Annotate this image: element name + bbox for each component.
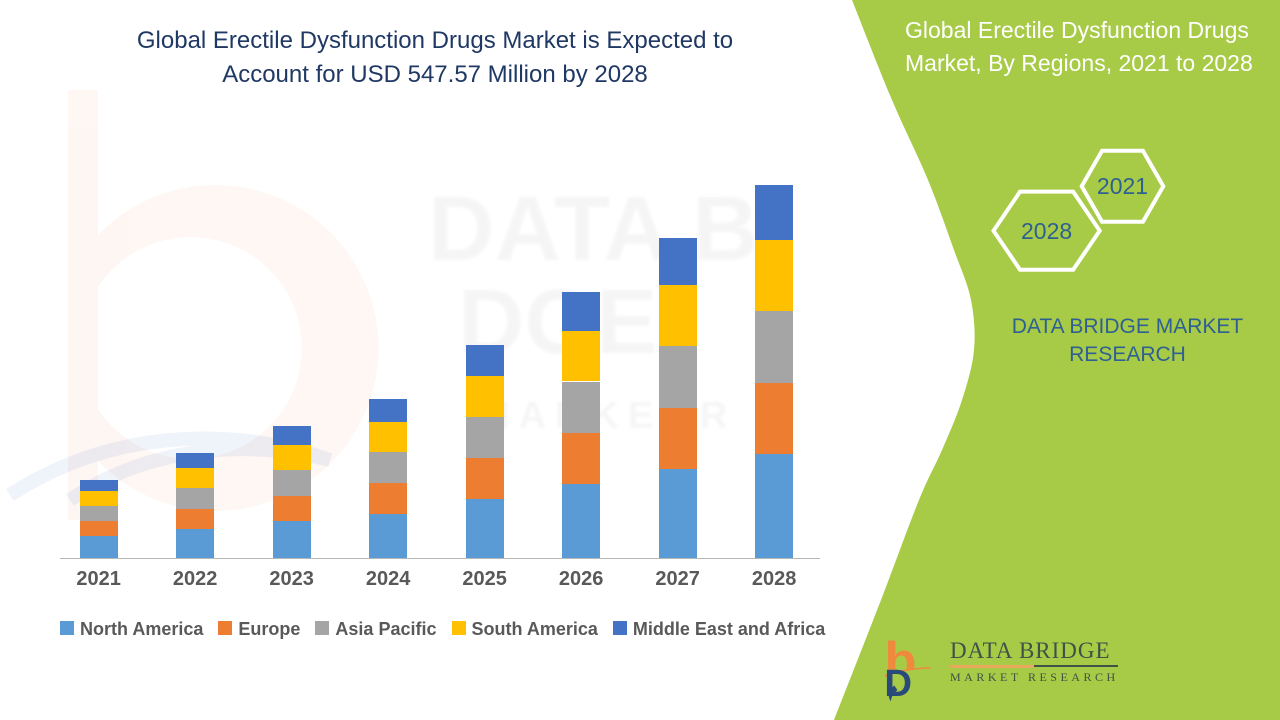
svg-text:D: D <box>884 662 912 704</box>
